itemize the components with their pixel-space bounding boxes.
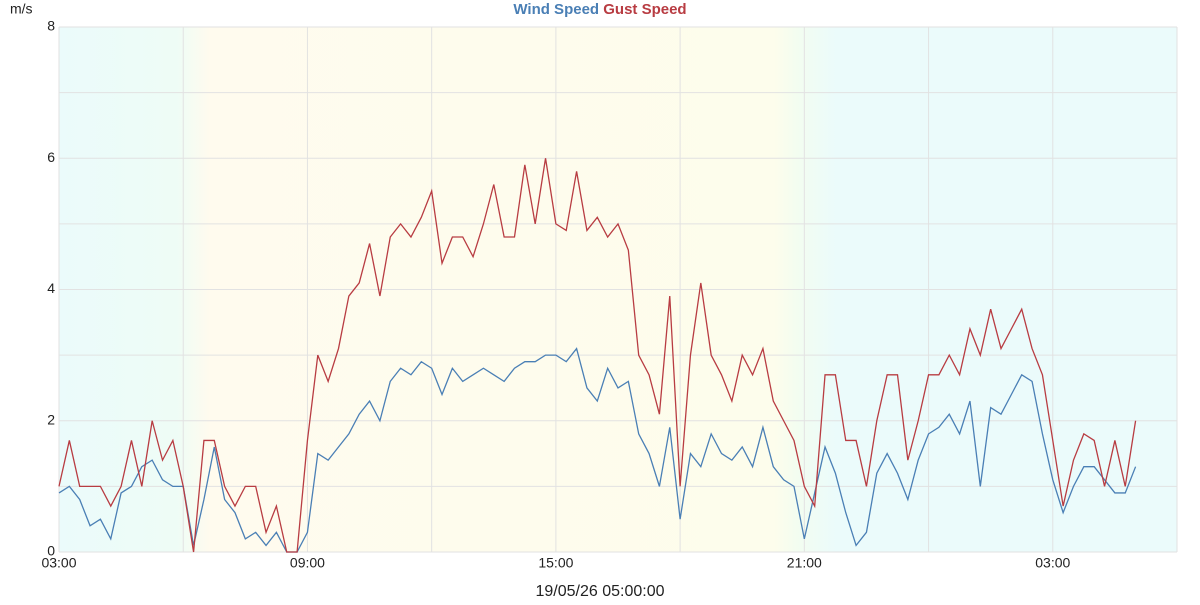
y-tick-label: 6 [47,149,55,165]
legend: Wind Speed Gust Speed [513,1,686,18]
x-tick-label: 21:00 [787,555,822,571]
labels: 0 2 4 6 8 03:00 09:00 15:00 21:00 03:00 [41,18,1070,571]
x-tick-label: 15:00 [538,555,573,571]
series-lines [58,158,1137,553]
legend-entry: Wind Speed [513,1,599,18]
y-tick-label: 0 [47,543,55,559]
series-line [58,158,1137,553]
y-tick-label: 4 [47,280,55,296]
grid [58,26,1178,553]
x-axis-label: 19/05/26 05:00:00 [535,583,664,600]
series-line [58,347,1137,553]
legend-entry: Gust Speed [603,1,686,18]
x-tick-label: 03:00 [41,555,76,571]
x-tick-label: 09:00 [290,555,325,571]
y-tick-label: 8 [47,18,55,34]
y-axis-label: m/s [10,1,33,17]
x-tick-label: 03:00 [1035,555,1070,571]
y-tick-label: 2 [47,411,55,427]
